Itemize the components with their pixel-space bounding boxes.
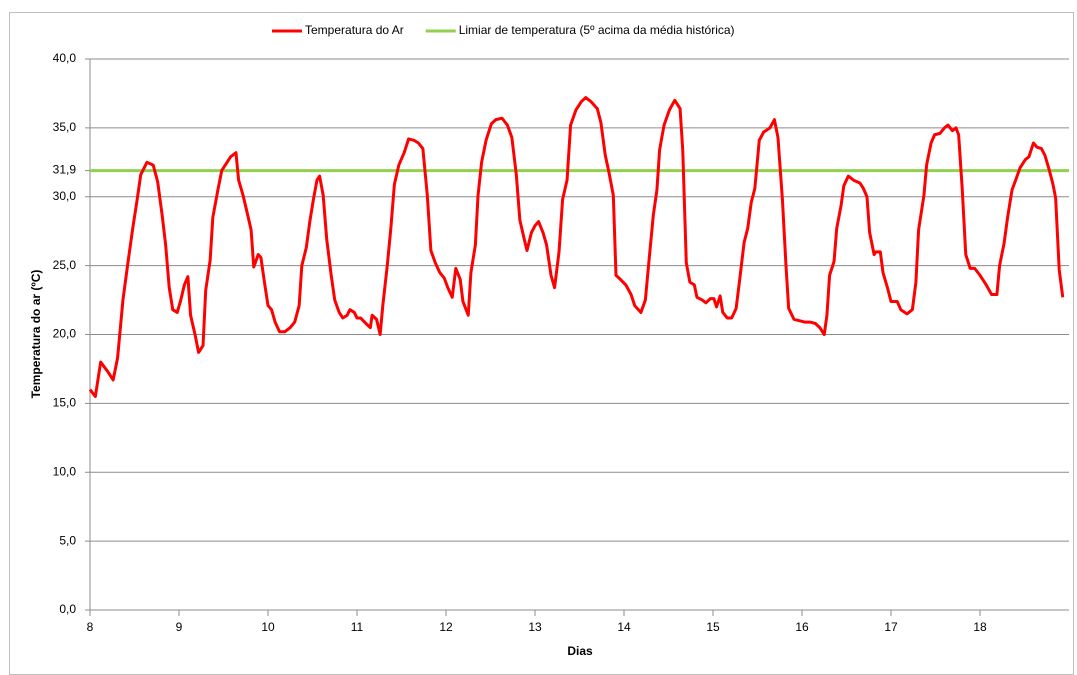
y-tick-label: 20,0	[53, 327, 77, 341]
x-tick-label: 15	[706, 620, 720, 634]
x-tick-label: 16	[795, 620, 809, 634]
y-tick-label: 31,9	[53, 163, 77, 177]
y-tick-label: 25,0	[53, 258, 77, 272]
y-tick-label: 0,0	[59, 602, 76, 616]
y-tick-label: 15,0	[53, 396, 77, 410]
y-tick-label: 35,0	[53, 120, 77, 134]
x-tick-label: 12	[439, 620, 453, 634]
y-tick-label: 10,0	[53, 464, 77, 478]
series-line	[88, 96, 1065, 398]
y-tick-label: 40,0	[53, 51, 77, 65]
x-axis-title: Dias	[567, 644, 593, 658]
x-tick-label: 14	[617, 620, 631, 634]
y-axis-title: Temperatura do ar (ºC)	[29, 270, 43, 399]
x-tick-label: 10	[261, 620, 275, 634]
y-tick-label: 5,0	[59, 533, 76, 547]
legend-label: Limiar de temperatura (5º acima da média…	[459, 23, 735, 37]
chart-frame	[9, 12, 1074, 675]
x-tick-label: 11	[351, 620, 364, 634]
legend-label: Temperatura do Ar	[305, 23, 404, 37]
x-tick-label: 9	[176, 620, 183, 634]
x-tick-label: 8	[87, 620, 94, 634]
x-tick-label: 13	[528, 620, 542, 634]
x-tick-label: 17	[884, 620, 898, 634]
y-tick-label: 30,0	[53, 189, 77, 203]
x-tick-label: 18	[973, 620, 987, 634]
